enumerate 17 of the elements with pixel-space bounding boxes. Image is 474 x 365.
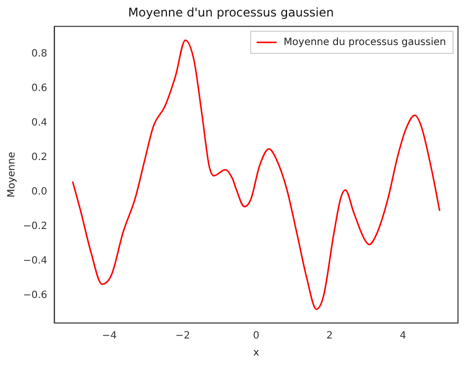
x-tick-label: 4 — [400, 330, 406, 342]
y-tick-label: −0.2 — [22, 221, 48, 232]
y-tick-label: −0.4 — [22, 256, 48, 267]
y-tick-label: 0.0 — [31, 186, 48, 198]
y-tick-label: 0.4 — [31, 118, 48, 129]
x-tick-label: −2 — [175, 330, 190, 342]
x-axis-title: x — [253, 348, 260, 359]
y-axis-title: Moyenne — [6, 152, 18, 198]
x-tick-label: 2 — [326, 330, 333, 342]
y-tick-label: −0.6 — [22, 290, 48, 302]
y-tick-label: 0.2 — [31, 152, 48, 164]
legend-label: Moyenne du processus gaussien — [284, 36, 446, 48]
chart-title: Moyenne d'un processus gaussien — [128, 5, 334, 20]
x-tick-label: −4 — [102, 330, 117, 342]
y-tick-label: 0.8 — [31, 48, 48, 60]
y-tick-label: 0.6 — [31, 83, 48, 94]
x-tick-label: 0 — [252, 330, 260, 342]
